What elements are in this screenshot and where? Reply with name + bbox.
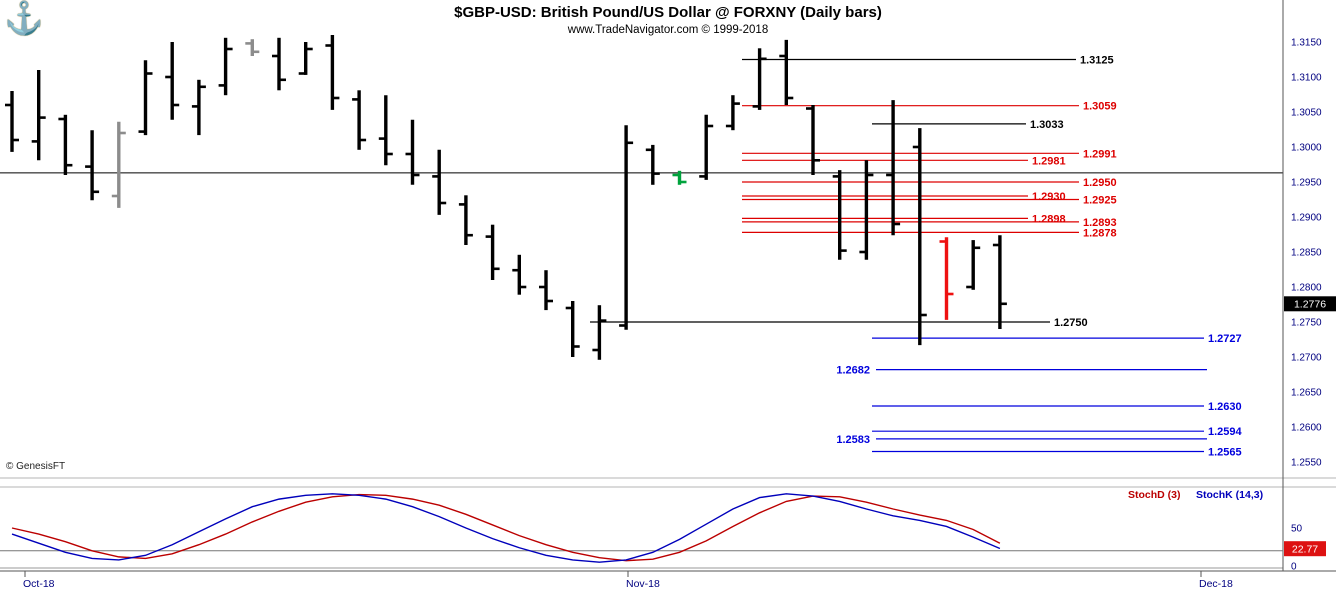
svg-text:1.2550: 1.2550 xyxy=(1291,458,1322,469)
chart-subtitle: www.TradeNavigator.com © 1999-2018 xyxy=(567,24,769,36)
genesis-copyright: © GenesisFT xyxy=(6,461,66,472)
stoch-value-badge xyxy=(1284,541,1326,557)
svg-text:Dec-18: Dec-18 xyxy=(1199,578,1233,590)
svg-text:50: 50 xyxy=(1291,524,1303,535)
svg-text:1.2925: 1.2925 xyxy=(1083,195,1117,207)
svg-text:1.2850: 1.2850 xyxy=(1291,248,1322,259)
svg-text:1.2682: 1.2682 xyxy=(836,365,870,377)
chart-title: $GBP-USD: British Pound/US Dollar @ FORX… xyxy=(454,4,882,21)
svg-text:1.2930: 1.2930 xyxy=(1032,191,1066,203)
svg-text:1.2991: 1.2991 xyxy=(1083,148,1117,160)
svg-text:1.2565: 1.2565 xyxy=(1208,447,1242,459)
svg-text:1.2650: 1.2650 xyxy=(1291,388,1322,399)
svg-text:1.2583: 1.2583 xyxy=(836,434,870,446)
svg-text:1.2600: 1.2600 xyxy=(1291,423,1322,434)
svg-text:0: 0 xyxy=(1291,562,1297,573)
svg-text:1.3150: 1.3150 xyxy=(1291,38,1322,49)
svg-text:1.2727: 1.2727 xyxy=(1208,333,1242,345)
svg-text:StochK (14,3): StochK (14,3) xyxy=(1196,489,1263,501)
svg-text:1.3059: 1.3059 xyxy=(1083,101,1117,113)
svg-text:Nov-18: Nov-18 xyxy=(626,578,660,590)
svg-text:1.2878: 1.2878 xyxy=(1083,227,1117,239)
svg-text:1.3050: 1.3050 xyxy=(1291,108,1322,119)
svg-text:1.2981: 1.2981 xyxy=(1032,155,1066,167)
svg-text:1.2800: 1.2800 xyxy=(1291,283,1322,294)
svg-text:1.2630: 1.2630 xyxy=(1208,401,1242,413)
svg-text:1.2950: 1.2950 xyxy=(1291,178,1322,189)
svg-text:1.3033: 1.3033 xyxy=(1030,119,1064,131)
svg-text:1.2893: 1.2893 xyxy=(1083,217,1117,229)
svg-text:1.3125: 1.3125 xyxy=(1080,55,1114,67)
svg-text:22.77: 22.77 xyxy=(1292,543,1318,555)
svg-text:1.2900: 1.2900 xyxy=(1291,213,1322,224)
svg-text:1.2750: 1.2750 xyxy=(1291,318,1322,329)
svg-text:1.2776: 1.2776 xyxy=(1294,299,1326,311)
svg-text:Oct-18: Oct-18 xyxy=(23,578,55,590)
anchor-logo-icon: ⚓ xyxy=(4,0,44,36)
last-price-badge xyxy=(1284,296,1336,312)
svg-text:1.2594: 1.2594 xyxy=(1208,426,1243,438)
svg-text:1.2700: 1.2700 xyxy=(1291,353,1322,364)
svg-text:StochD (3): StochD (3) xyxy=(1128,489,1181,501)
svg-text:1.2950: 1.2950 xyxy=(1083,177,1117,189)
svg-text:1.3000: 1.3000 xyxy=(1291,143,1322,154)
svg-text:1.3100: 1.3100 xyxy=(1291,73,1322,84)
svg-text:1.2898: 1.2898 xyxy=(1032,213,1066,225)
svg-text:1.2750: 1.2750 xyxy=(1054,317,1088,329)
